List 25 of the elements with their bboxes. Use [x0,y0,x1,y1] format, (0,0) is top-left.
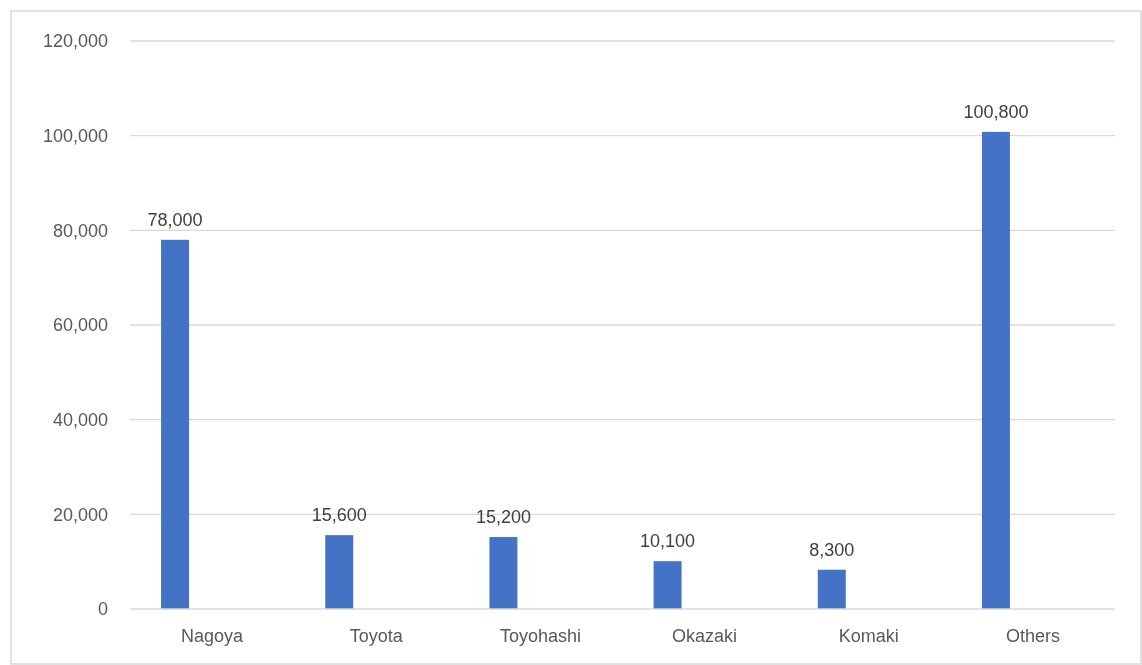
y-tick-label: 120,000 [42,31,108,52]
data-label: 15,600 [311,505,367,526]
x-tick-label: Others [1005,626,1060,646]
bar [161,239,190,609]
data-label: 15,200 [475,507,531,528]
x-tick-label: Okazaki [672,626,738,646]
x-tick-label: Komaki [838,626,899,646]
y-tick-label: 20,000 [52,504,108,525]
data-label: 10,100 [640,531,696,552]
data-label: 78,000 [147,209,203,230]
y-tick-label: 60,000 [52,315,108,336]
data-label: 8,300 [809,539,855,560]
bar [817,569,846,609]
bar [653,561,682,609]
y-tick-label: 0 [97,599,108,620]
bar [325,535,354,609]
y-tick-label: 80,000 [52,220,108,241]
bar [489,537,518,609]
y-tick-label: 40,000 [52,409,108,430]
bar [981,131,1010,609]
data-label: 100,800 [963,101,1029,122]
x-tick-label: Nagoya [181,626,245,646]
y-tick-label: 100,000 [42,125,108,146]
x-tick-label: Toyohashi [499,626,581,646]
x-tick-label: Toyota [349,626,404,646]
